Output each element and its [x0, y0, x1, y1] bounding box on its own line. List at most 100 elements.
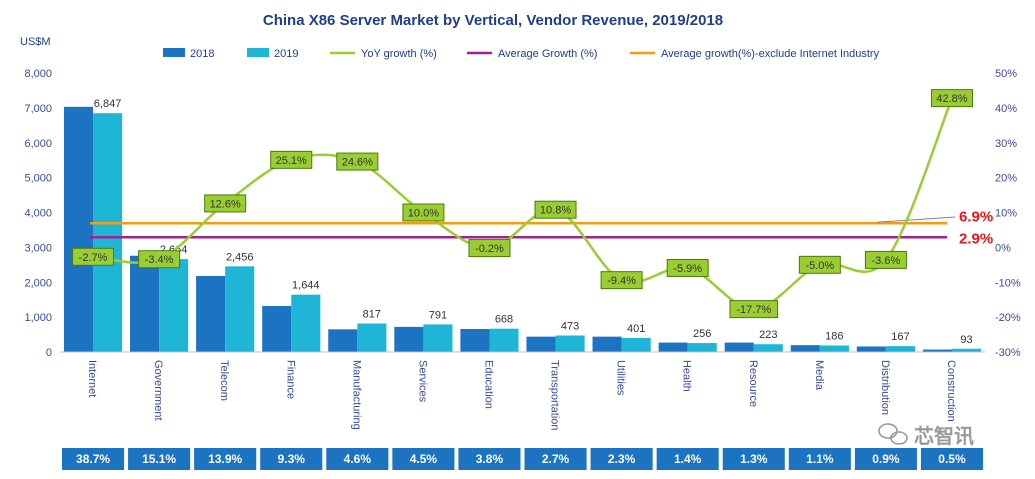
bar-2018-health — [658, 342, 688, 352]
category-labels: Internet Government Telecom Finance Manufact… — [86, 360, 957, 431]
growth-label: 24.6% — [342, 157, 373, 169]
y-tick-label: 0 — [46, 347, 52, 359]
growth-label-box — [270, 150, 313, 169]
share-value: 3.8% — [476, 452, 504, 466]
watermark: 芯智讯 — [878, 423, 974, 448]
bar-2018-education — [460, 328, 490, 352]
category-label-construction: Construction — [945, 360, 957, 422]
bar-2018-distribution — [856, 346, 886, 352]
share-cell — [524, 448, 587, 470]
growth-label-box — [864, 250, 907, 269]
share-cell — [194, 448, 257, 470]
bar-2019-government — [159, 259, 189, 352]
y-tick-label: 5,000 — [24, 173, 52, 185]
legend-label-average-growth-ex-internet: Average growth(%)-exclude Internet Indus… — [661, 48, 880, 60]
bar-2018-finance — [262, 305, 292, 352]
bar-2019-health — [687, 343, 717, 352]
y-tick-label: 8,000 — [24, 68, 52, 80]
category-label-internet: Internet — [86, 360, 98, 397]
growth-label: -0.2% — [475, 243, 504, 255]
share-cell — [590, 448, 653, 470]
bars — [63, 106, 982, 352]
growth-label-box — [600, 271, 643, 290]
share-cell — [62, 448, 125, 470]
share-cell — [326, 448, 389, 470]
bar-2018-services — [394, 326, 424, 352]
y2-tick-label: -20% — [995, 312, 1021, 324]
average-growth-ex-internet-label: 6.9% — [959, 208, 993, 225]
share-cell — [854, 448, 917, 470]
category-label-finance: Finance — [284, 360, 296, 399]
bar-2018-utilities — [592, 336, 622, 352]
legend-swatch-2018 — [163, 48, 185, 57]
bar-value-label: 2,456 — [226, 251, 254, 263]
category-label-government: Government — [152, 360, 164, 421]
growth-label-box — [336, 152, 379, 171]
bar-value-label: 167 — [891, 331, 909, 343]
growth-label-box — [468, 239, 511, 258]
share-value: 9.3% — [278, 452, 306, 466]
growth-label-box — [138, 250, 181, 269]
market-share-row: 38.7% 15.1% 13.9% 9.3% 4.6% 4.5% 3.8% 2.7% 2.3% 1… — [62, 448, 983, 470]
bar-value-label: 473 — [561, 321, 579, 333]
bar-2018-media — [790, 345, 820, 352]
y-axis-unit: US$M — [20, 36, 51, 48]
y-tick-label: 1,000 — [24, 312, 52, 324]
bar-value-label: 186 — [825, 331, 843, 343]
category-label-education: Education — [482, 360, 494, 409]
growth-label-box — [534, 200, 577, 219]
y-tick-label: 4,000 — [24, 208, 52, 220]
growth-label-box — [798, 255, 841, 274]
share-value: 1.3% — [740, 452, 768, 466]
bar-2019-utilities — [621, 338, 651, 352]
growth-label: 10.0% — [408, 208, 439, 220]
watermark-text: 芯智讯 — [914, 424, 974, 448]
bar-value-label: 6,847 — [94, 98, 122, 110]
bar-2018-construction — [922, 349, 952, 352]
share-value: 1.4% — [674, 452, 702, 466]
share-value: 15.1% — [142, 452, 176, 466]
growth-label-box — [402, 203, 445, 222]
share-cell — [458, 448, 521, 470]
bar-2018-telecom — [196, 275, 226, 352]
category-label-utilities: Utilities — [615, 360, 627, 396]
legend-label-yoy-growth: YoY growth (%) — [361, 48, 437, 60]
y2-axis: -30% -20% -10% 0% 10% 20% 30% 40% 50% — [995, 68, 1021, 359]
share-value: 38.7% — [76, 452, 110, 466]
bar-2018-manufacturing — [328, 329, 358, 352]
growth-series: -2.7% -3.4% 12.6% 25.1% 24.6% 10.0% -0.2% 10.8%… — [72, 89, 973, 319]
average-lines: 6.9% 2.9% — [90, 208, 993, 247]
average-growth-label: 2.9% — [959, 230, 993, 247]
legend-swatch-2019 — [247, 48, 269, 57]
average-growth-ex-internet-leader — [876, 216, 956, 223]
growth-label-box — [666, 258, 709, 277]
bar-2018-government — [130, 255, 160, 352]
bar-value-label: 256 — [693, 328, 711, 340]
bar-2018-internet — [63, 106, 94, 352]
y-axis: 0 1,000 2,000 3,000 4,000 5,000 6,000 7,000 8,00… — [24, 68, 52, 359]
category-label-services: Services — [416, 360, 428, 403]
y-tick-label: 2,000 — [24, 277, 52, 289]
category-label-manufacturing: Manufacturing — [350, 360, 362, 430]
growth-label: -3.6% — [872, 255, 901, 267]
share-value: 4.5% — [410, 452, 438, 466]
share-value: 0.5% — [938, 452, 966, 466]
growth-label-box — [729, 300, 779, 319]
share-value: 0.9% — [872, 452, 900, 466]
y2-tick-label: -30% — [995, 347, 1021, 359]
bar-2019-transportation — [555, 335, 585, 352]
bar-value-label: 817 — [363, 309, 381, 321]
y2-tick-label: 30% — [995, 138, 1017, 150]
category-label-transportation: Transportation — [549, 360, 561, 431]
growth-label-box — [204, 194, 247, 213]
growth-label-box — [72, 247, 115, 266]
bar-2019-construction — [951, 348, 982, 352]
legend-label-2018: 2018 — [190, 48, 214, 60]
share-value: 13.9% — [208, 452, 242, 466]
y2-tick-label: -10% — [995, 277, 1021, 289]
wechat-icon — [878, 423, 908, 445]
growth-label: 12.6% — [210, 198, 241, 210]
y2-tick-label: 40% — [995, 103, 1017, 115]
